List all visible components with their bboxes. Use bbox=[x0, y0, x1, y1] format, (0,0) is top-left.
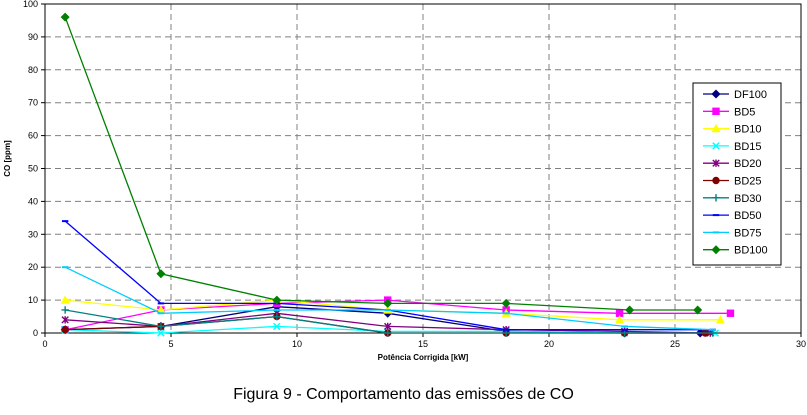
data-point bbox=[272, 295, 282, 305]
legend-marker bbox=[712, 107, 720, 115]
legend-marker bbox=[711, 89, 721, 99]
y-tick-label: 50 bbox=[28, 164, 38, 174]
legend-marker bbox=[712, 176, 720, 185]
legend-item: BD20 bbox=[703, 158, 762, 170]
data-point bbox=[156, 269, 166, 279]
data-point bbox=[615, 315, 625, 324]
legend-marker bbox=[712, 194, 720, 202]
series-line-bd100 bbox=[64, 16, 698, 311]
data-point bbox=[693, 305, 703, 315]
x-tick-label: 5 bbox=[168, 339, 173, 349]
data-point bbox=[60, 12, 70, 22]
legend-item: BD75 bbox=[703, 227, 762, 239]
legend-marker bbox=[712, 159, 720, 167]
legend-label: BD5 bbox=[734, 106, 755, 118]
data-point bbox=[501, 298, 511, 308]
x-tick-label: 10 bbox=[292, 339, 302, 349]
data-point bbox=[61, 326, 69, 334]
y-tick-label: 60 bbox=[28, 131, 38, 141]
legend-item: BD15 bbox=[703, 141, 762, 153]
co-emissions-chart: 0 10 20 30 40 50 60 70 80 90 100 0 5 10 15 20 25 30 Potên… bbox=[3, 0, 806, 362]
legend-label: BD75 bbox=[734, 227, 762, 239]
legend-item: BD10 bbox=[703, 124, 762, 136]
y-tick-label: 70 bbox=[28, 98, 38, 108]
x-tick-label: 30 bbox=[796, 339, 806, 349]
legend-label: BD100 bbox=[734, 245, 768, 257]
legend-label: BD15 bbox=[734, 141, 762, 153]
data-point bbox=[384, 322, 392, 331]
legend-item: BD30 bbox=[703, 193, 762, 205]
y-tick-label: 100 bbox=[23, 0, 38, 9]
data-point bbox=[157, 329, 165, 337]
x-tick-label: 15 bbox=[418, 339, 428, 349]
data-point bbox=[61, 316, 69, 324]
data-point bbox=[61, 306, 69, 314]
legend-marker bbox=[711, 245, 721, 255]
data-point bbox=[383, 298, 393, 308]
data-point bbox=[726, 309, 735, 317]
y-tick-label: 10 bbox=[28, 295, 38, 305]
legend-label: DF100 bbox=[734, 89, 767, 101]
legend-label: BD50 bbox=[734, 210, 762, 222]
y-tick-label: 80 bbox=[28, 65, 38, 75]
legend-marker bbox=[711, 123, 721, 133]
legend-label: BD20 bbox=[734, 158, 762, 170]
data-point bbox=[273, 312, 281, 321]
y-tick-label: 0 bbox=[33, 328, 38, 338]
y-tick-label: 20 bbox=[28, 262, 38, 272]
legend-box bbox=[692, 82, 782, 266]
legend-label: BD10 bbox=[734, 124, 762, 136]
axis-ticks: 0 10 20 30 40 50 60 70 80 90 100 0 5 10 15 20 25 30 bbox=[23, 0, 806, 349]
y-tick-label: 30 bbox=[28, 229, 38, 239]
legend-item: BD25 bbox=[703, 176, 762, 188]
series-bd100 bbox=[60, 12, 703, 315]
legend-item: BD50 bbox=[703, 210, 762, 222]
legend-item: BD100 bbox=[703, 245, 768, 257]
figure-caption: Figura 9 - Comportamento das emissões de… bbox=[233, 386, 574, 403]
legend-label: BD25 bbox=[734, 176, 762, 188]
x-tick-label: 20 bbox=[544, 339, 554, 349]
data-point bbox=[60, 295, 70, 304]
x-axis-title: Potência Corrigida [kW] bbox=[378, 353, 469, 362]
legend-item: DF100 bbox=[703, 89, 767, 101]
legend-label: BD30 bbox=[734, 193, 762, 205]
series-bd75 bbox=[61, 266, 716, 331]
legend-item: BD5 bbox=[703, 106, 755, 118]
x-tick-label: 0 bbox=[42, 339, 47, 349]
data-point bbox=[273, 322, 281, 331]
x-tick-label: 25 bbox=[670, 339, 680, 349]
data-point bbox=[157, 322, 165, 331]
legend-marker bbox=[712, 142, 720, 150]
legend: DF100 BD5 BD10 BD15 BD20 BD25 BD30 BD50 BD75 BD10… bbox=[692, 82, 782, 266]
data-point bbox=[384, 329, 392, 337]
y-tick-label: 40 bbox=[28, 196, 38, 206]
series-group bbox=[60, 12, 735, 338]
data-point bbox=[715, 315, 725, 324]
data-point bbox=[625, 305, 635, 315]
y-tick-label: 90 bbox=[28, 32, 38, 42]
grid-lines bbox=[45, 4, 801, 333]
y-axis-title: CO [ppm] bbox=[3, 140, 12, 177]
